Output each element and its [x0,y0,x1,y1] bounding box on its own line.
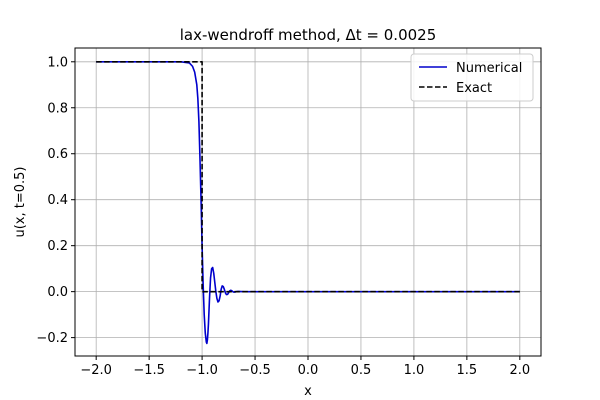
legend-label-exact: Exact [456,81,492,96]
y-tick-label: 1.0 [47,55,68,70]
x-tick-label: −2.0 [80,363,112,378]
series-line-numerical [96,60,520,345]
x-tick-label: −1.5 [133,363,165,378]
y-tick-label: 0.8 [47,101,68,116]
y-tick-label: −0.2 [36,331,68,346]
legend-label-numerical: Numerical [456,61,522,76]
ticks: −2.0 −1.5 −1.0 −0.5 0.0 0.5 1.0 1.5 2.0 −0.2 0.0 0.… [36,55,530,378]
x-axis-label: x [304,384,312,399]
y-axis-label: u(x, t=0.5) [13,166,28,237]
series-layer [96,60,520,345]
chart-title: lax-wendroff method, Δt = 0.0025 [180,26,437,44]
x-tick-label: −0.5 [239,363,271,378]
x-tick-label: 1.5 [457,363,478,378]
x-tick-label: −1.0 [186,363,218,378]
x-tick-label: 0.5 [351,363,372,378]
y-tick-label: 0.2 [47,239,68,254]
y-tick-label: 0.0 [47,285,68,300]
y-tick-label: 0.4 [47,193,68,208]
x-tick-label: 0.0 [298,363,319,378]
legend-box [410,53,534,102]
x-tick-label: 1.0 [404,363,425,378]
legend: Numerical Exact [410,53,534,102]
y-tick-label: 0.6 [47,147,68,162]
x-tick-label: 2.0 [509,363,530,378]
series-line-exact [96,60,520,293]
